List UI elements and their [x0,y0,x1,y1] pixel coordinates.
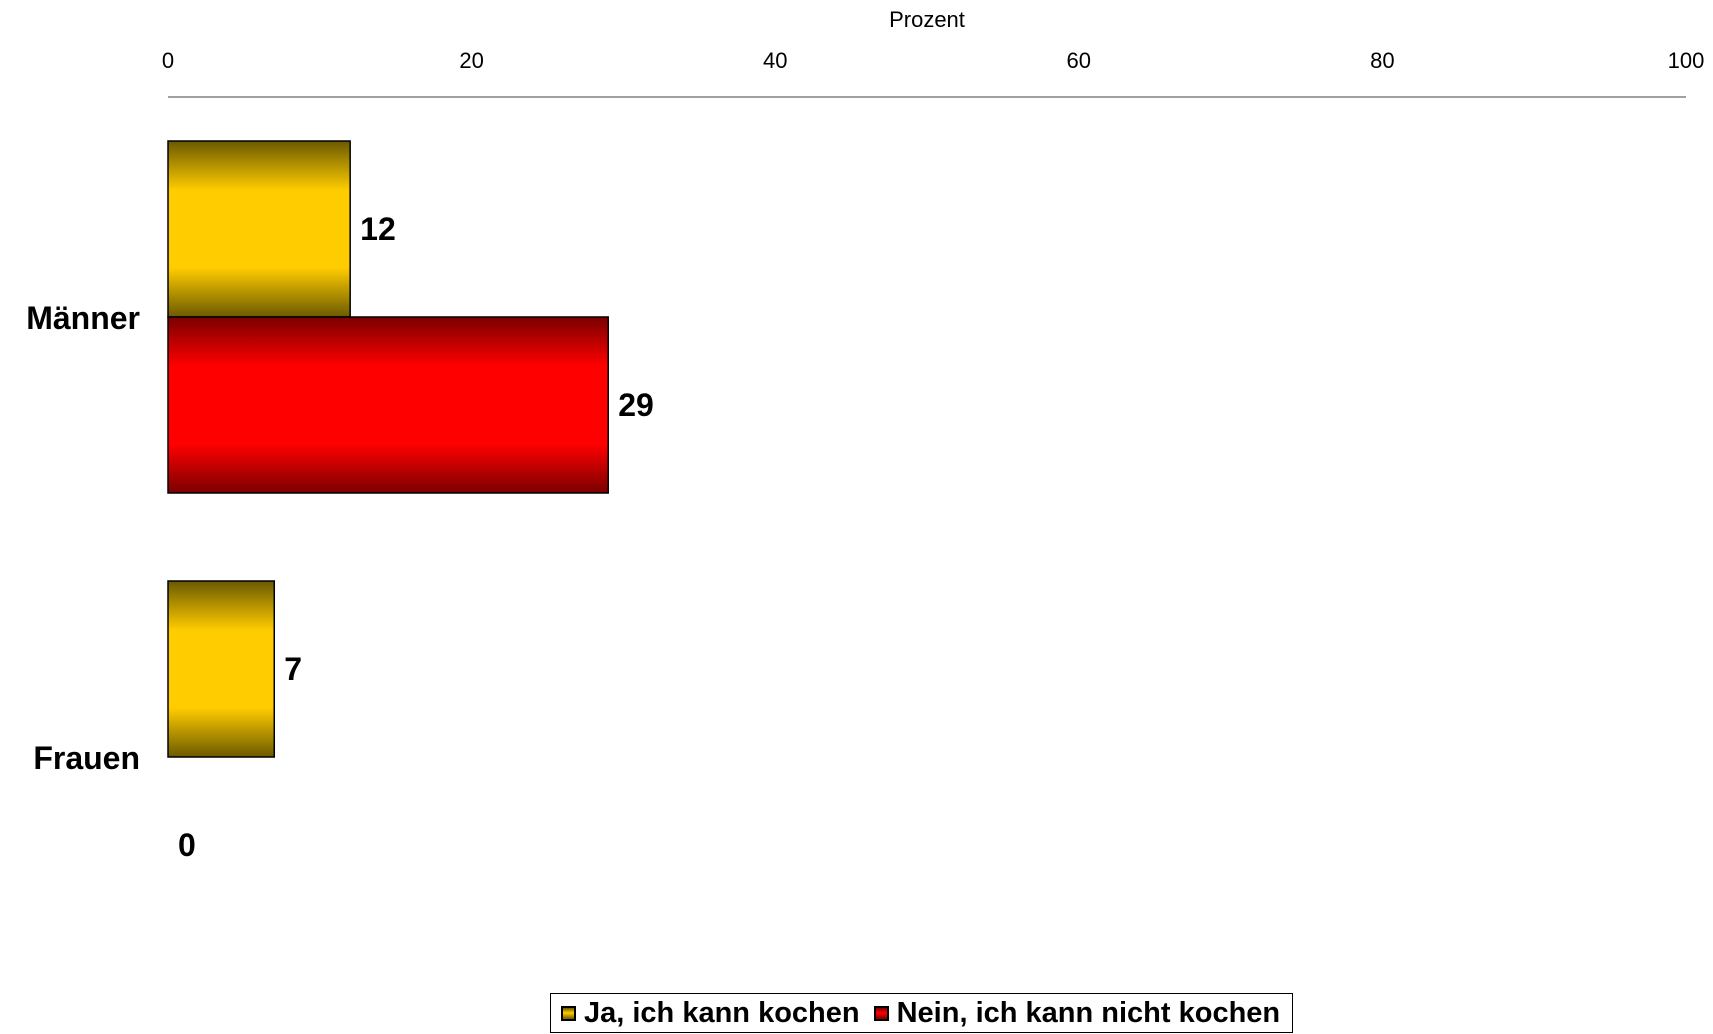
legend-swatch-nein [873,1005,889,1021]
legend-label-nein: Nein, ich kann nicht kochen [896,996,1281,1029]
bars [167,140,609,758]
x-axis-ticks: 0 20 40 60 80 100 [162,48,1704,73]
bar-frauen-series-0 [167,580,276,758]
x-tick-label-20: 20 [459,48,483,73]
legend-item-ja: Ja, ich kann kochen [561,997,860,1030]
data-label-frauen-series-1: 0 [178,827,196,863]
data-label-m-nner-series-1: 29 [618,387,654,423]
legend-label-ja: Ja, ich kann kochen [584,996,860,1029]
legend-item-nein: Nein, ich kann nicht kochen [873,996,1281,1030]
category-label-frauen: Frauen [33,740,140,776]
x-axis-title: Prozent [889,7,965,32]
legend-swatch-ja [561,1005,576,1021]
data-label-frauen-series-0: 7 [284,651,302,687]
data-label-m-nner-series-0: 12 [360,211,396,247]
x-tick-label-100: 100 [1668,48,1705,73]
x-tick-label-0: 0 [162,48,174,73]
data-labels: 12 29 7 0 [178,211,654,863]
x-tick-label-60: 60 [1067,48,1091,73]
category-label-m-nner: Männer [26,300,140,336]
legend: Ja, ich kann kochen Nein, ich kann nicht… [550,993,1294,1033]
x-tick-label-80: 80 [1370,48,1394,73]
x-tick-label-40: 40 [763,48,787,73]
category-labels: Männer Frauen [26,300,140,776]
bar-m-nner-series-1 [167,316,609,494]
bar-m-nner-series-0 [167,140,351,318]
